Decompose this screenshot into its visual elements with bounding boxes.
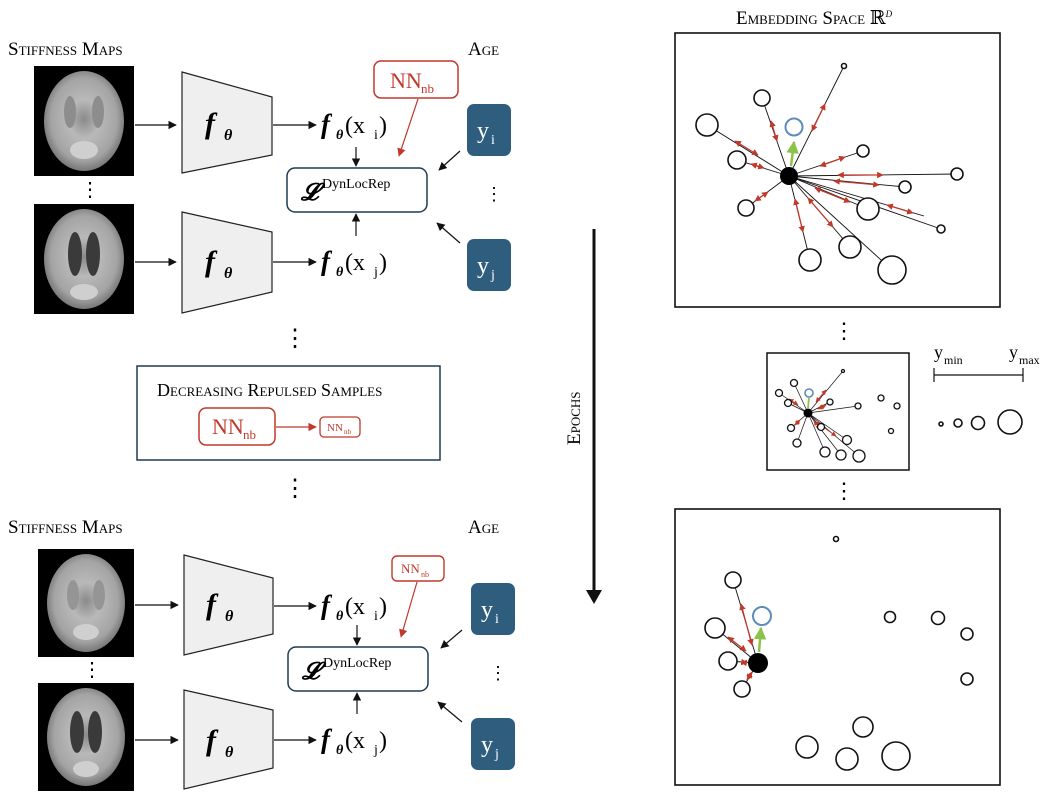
encoder-i-bottom: f θ	[183, 554, 274, 656]
svg-text:f: f	[206, 724, 219, 757]
stiffness-maps-label-bottom: Stiffness Maps	[8, 517, 123, 538]
svg-text:y: y	[481, 597, 493, 623]
svg-text:): )	[379, 594, 387, 620]
encoder-j-bottom: f θ	[183, 689, 274, 790]
svg-text:max: max	[1019, 353, 1040, 367]
svg-text:min: min	[944, 353, 963, 367]
svg-text:(x: (x	[345, 594, 365, 620]
svg-text:j: j	[490, 268, 495, 283]
stiffness-map-i-bottom	[38, 549, 134, 657]
svg-text:): )	[379, 250, 387, 276]
svg-text:i: i	[374, 128, 378, 143]
output-xj: f θ (x j )	[321, 246, 387, 280]
vdots-mid-2: ⋮	[283, 476, 307, 502]
encoder-i: f θ	[181, 71, 273, 174]
svg-text:NN: NN	[327, 422, 343, 434]
loss-box: 𝓛 DynLocRep	[286, 167, 428, 213]
svg-text:NN: NN	[390, 68, 422, 93]
svg-text:(x: (x	[345, 728, 365, 754]
svg-text:f: f	[321, 590, 333, 620]
vdots-panel-2: ⋮	[833, 478, 855, 503]
svg-text:(x: (x	[345, 113, 365, 139]
svg-text:f: f	[321, 724, 333, 754]
svg-text:θ: θ	[336, 128, 344, 143]
age-box-j-bottom: y j	[471, 718, 515, 770]
svg-text:nb: nb	[344, 428, 352, 436]
svg-text:θ: θ	[336, 743, 344, 758]
svg-text:f: f	[321, 246, 333, 276]
epochs-label: Epochs	[564, 391, 585, 445]
stiffness-map-j	[34, 204, 134, 314]
svg-text:NN: NN	[401, 561, 420, 576]
svg-text:θ: θ	[224, 265, 233, 282]
size-legend: y min y max	[933, 342, 1040, 435]
svg-text:j: j	[494, 747, 499, 762]
age-label: Age	[468, 39, 499, 60]
top-block: Stiffness Maps Age ⋮ f θ f	[8, 39, 511, 314]
nn-nb-box-small: NN nb	[391, 555, 445, 582]
output-xi: f θ (x i )	[321, 109, 387, 143]
embedding-panel-late	[674, 508, 1001, 786]
stiffness-map-i	[34, 66, 134, 176]
svg-text:i: i	[495, 612, 499, 627]
decreasing-title: Decreasing Repulsed Samples	[157, 380, 382, 400]
age-box-i: y i	[467, 104, 511, 156]
svg-text:nb: nb	[421, 81, 434, 96]
embedding-panel-early	[674, 32, 1001, 308]
vdots-age-bottom: ⋮	[489, 663, 507, 683]
decreasing-repulsed-box: Decreasing Repulsed Samples NN nb NN nb	[136, 365, 441, 461]
embedding-space-title: Embedding Space ℝd	[736, 5, 893, 29]
svg-text:f: f	[205, 107, 218, 140]
svg-text:j: j	[373, 743, 378, 758]
svg-text:j: j	[373, 265, 378, 280]
svg-text:i: i	[491, 133, 495, 148]
svg-text:): )	[379, 728, 387, 754]
svg-text:NN: NN	[212, 414, 244, 439]
age-label-bottom: Age	[468, 517, 499, 538]
vdots-age: ⋮	[485, 184, 503, 204]
svg-text:y: y	[1009, 342, 1018, 362]
svg-text:y: y	[477, 118, 489, 144]
svg-text:y: y	[934, 342, 943, 362]
svg-text:θ: θ	[224, 127, 233, 144]
svg-text:DynLocRep: DynLocRep	[322, 177, 390, 192]
svg-text:f: f	[206, 588, 219, 621]
loss-box-bottom: 𝓛 DynLocRep	[287, 646, 429, 692]
svg-text:θ: θ	[336, 265, 344, 280]
svg-text:f: f	[205, 245, 218, 278]
vdots-brains: ⋮	[80, 179, 100, 201]
svg-text:i: i	[374, 609, 378, 624]
svg-text:): )	[379, 113, 387, 139]
encoder-j: f θ	[181, 211, 273, 314]
bottom-block: Stiffness Maps Age ⋮ f θ f θ	[8, 517, 515, 791]
svg-text:θ: θ	[336, 609, 344, 624]
output-xj-bottom: f θ (x j )	[321, 724, 387, 758]
vdots-brains-bottom: ⋮	[82, 659, 102, 681]
vdots-mid-1: ⋮	[283, 326, 307, 352]
svg-text:y: y	[481, 732, 493, 758]
embedding-panel-mid	[766, 352, 910, 471]
output-xi-bottom: f θ (x i )	[321, 590, 387, 624]
nn-nb-box: NN nb	[373, 60, 459, 99]
stiffness-map-j-bottom	[38, 683, 134, 791]
age-box-i-bottom: y i	[471, 583, 515, 635]
svg-text:nb: nb	[421, 570, 429, 579]
svg-text:nb: nb	[243, 427, 256, 442]
svg-text:θ: θ	[225, 608, 234, 625]
svg-text:(x: (x	[345, 250, 365, 276]
vdots-panel-1: ⋮	[833, 318, 855, 343]
epochs-arrow: Epochs	[564, 229, 602, 604]
age-box-j: y j	[467, 239, 511, 291]
svg-text:θ: θ	[225, 744, 234, 761]
svg-text:y: y	[477, 253, 489, 279]
svg-text:DynLocRep: DynLocRep	[323, 656, 391, 671]
stiffness-maps-label: Stiffness Maps	[8, 39, 123, 60]
svg-text:f: f	[321, 109, 333, 139]
